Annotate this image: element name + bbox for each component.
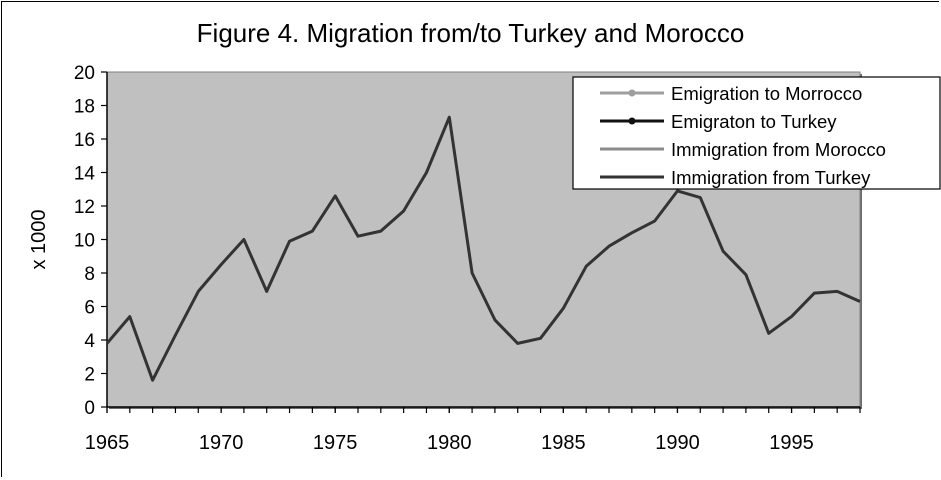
y-tick-label: 10 xyxy=(74,231,95,252)
y-tick-label: 18 xyxy=(74,97,95,118)
legend-label: Emigraton to Turkey xyxy=(671,111,837,132)
y-tick-label: 20 xyxy=(74,63,95,84)
y-tick-label: 2 xyxy=(84,365,95,386)
x-tick-label: 1995 xyxy=(769,432,814,454)
legend-marker xyxy=(628,117,636,125)
x-tick-label: 1980 xyxy=(427,432,472,454)
y-tick-label: 4 xyxy=(84,331,95,352)
series-line xyxy=(105,115,861,382)
y-tick-label: 12 xyxy=(74,197,95,218)
y-tick-label: 14 xyxy=(74,164,96,185)
legend-label: Immigration from Morocco xyxy=(671,139,886,160)
x-tick-label: 1975 xyxy=(313,432,358,454)
x-tick-label: 1970 xyxy=(199,432,244,454)
legend-label: Immigration from Turkey xyxy=(671,167,871,188)
y-tick-label: 0 xyxy=(84,398,95,419)
y-tick-label: 6 xyxy=(84,298,95,319)
legend-label: Emigration to Morrocco xyxy=(671,83,862,104)
chart-title: Figure 4. Migration from/to Turkey and M… xyxy=(196,18,745,48)
y-tick-label: 8 xyxy=(84,264,95,285)
x-tick-label: 1990 xyxy=(655,432,700,454)
y-axis-label: x 1000 xyxy=(28,209,50,269)
legend-marker xyxy=(628,89,636,97)
x-tick-label: 1965 xyxy=(85,432,130,454)
y-tick-label: 16 xyxy=(74,130,95,151)
x-tick-label: 1985 xyxy=(541,432,586,454)
